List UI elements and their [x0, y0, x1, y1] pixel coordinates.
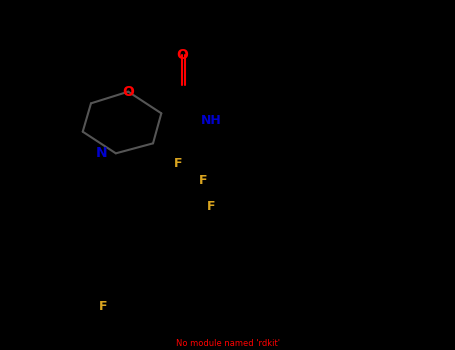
Text: F: F: [99, 300, 108, 313]
Text: F: F: [174, 157, 182, 170]
Text: N: N: [96, 146, 107, 160]
Text: No module named 'rdkit': No module named 'rdkit': [176, 340, 279, 349]
Text: F: F: [207, 200, 215, 213]
Text: O: O: [176, 48, 188, 62]
Text: O: O: [122, 85, 134, 99]
Text: F: F: [198, 174, 207, 187]
Text: NH: NH: [201, 113, 221, 126]
